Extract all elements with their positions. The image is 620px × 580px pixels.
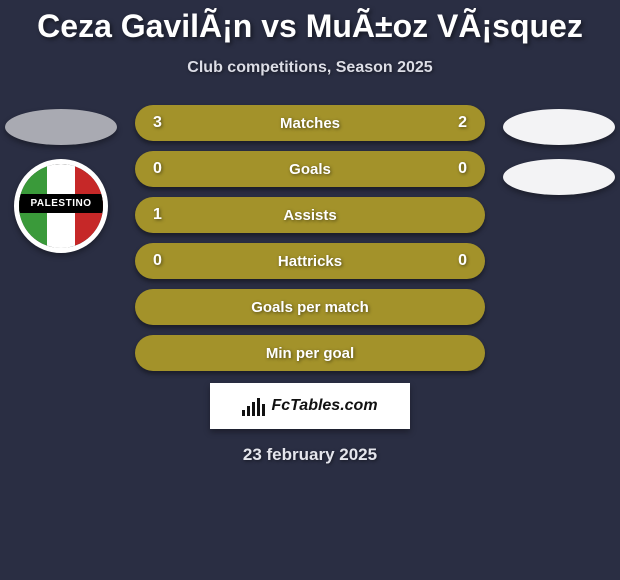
stat-left-value: 1 <box>153 206 173 224</box>
left-ellipse-placeholder <box>5 109 117 145</box>
stat-row-goals-per-match: Goals per match <box>135 289 485 325</box>
stat-left-value: 0 <box>153 160 173 178</box>
right-ellipse-placeholder-1 <box>503 109 615 145</box>
brand-bar <box>242 410 245 416</box>
stats-column: 3 Matches 2 0 Goals 0 1 Assists 0 Hattri… <box>135 105 485 371</box>
crest-banner: PALESTINO <box>19 194 103 212</box>
brand-bar <box>252 402 255 416</box>
club-crest-palestino: PALESTINO <box>14 159 108 253</box>
stat-right-value: 0 <box>447 160 467 178</box>
stat-left-value: 3 <box>153 114 173 132</box>
stat-label: Assists <box>283 207 336 224</box>
stat-left-value: 0 <box>153 252 173 270</box>
stat-row-goals: 0 Goals 0 <box>135 151 485 187</box>
infographic-container: Ceza GavilÃ¡n vs MuÃ±oz VÃ¡squez Club co… <box>0 0 620 580</box>
stat-label: Min per goal <box>266 345 354 362</box>
left-player-col: PALESTINO <box>5 105 117 253</box>
stat-row-assists: 1 Assists <box>135 197 485 233</box>
stat-label: Hattricks <box>278 253 342 270</box>
stat-label: Goals per match <box>251 299 369 316</box>
stat-row-min-per-goal: Min per goal <box>135 335 485 371</box>
brand-bar <box>247 406 250 416</box>
brand-box: FcTables.com <box>210 383 410 429</box>
page-title: Ceza GavilÃ¡n vs MuÃ±oz VÃ¡squez <box>37 8 583 45</box>
stat-row-matches: 3 Matches 2 <box>135 105 485 141</box>
brand-bar <box>262 404 265 416</box>
stat-right-value: 2 <box>447 114 467 132</box>
footer-date: 23 february 2025 <box>243 445 377 465</box>
stat-right-value: 0 <box>447 252 467 270</box>
brand-bars-icon <box>242 396 265 416</box>
right-player-col <box>503 105 615 195</box>
right-ellipse-placeholder-2 <box>503 159 615 195</box>
stat-row-hattricks: 0 Hattricks 0 <box>135 243 485 279</box>
stat-label: Matches <box>280 115 340 132</box>
stat-label: Goals <box>289 161 331 178</box>
main-row: PALESTINO 3 Matches 2 0 Goals 0 1 Assist… <box>0 105 620 371</box>
brand-bar <box>257 398 260 416</box>
page-subtitle: Club competitions, Season 2025 <box>187 59 432 77</box>
brand-text: FcTables.com <box>271 397 377 415</box>
